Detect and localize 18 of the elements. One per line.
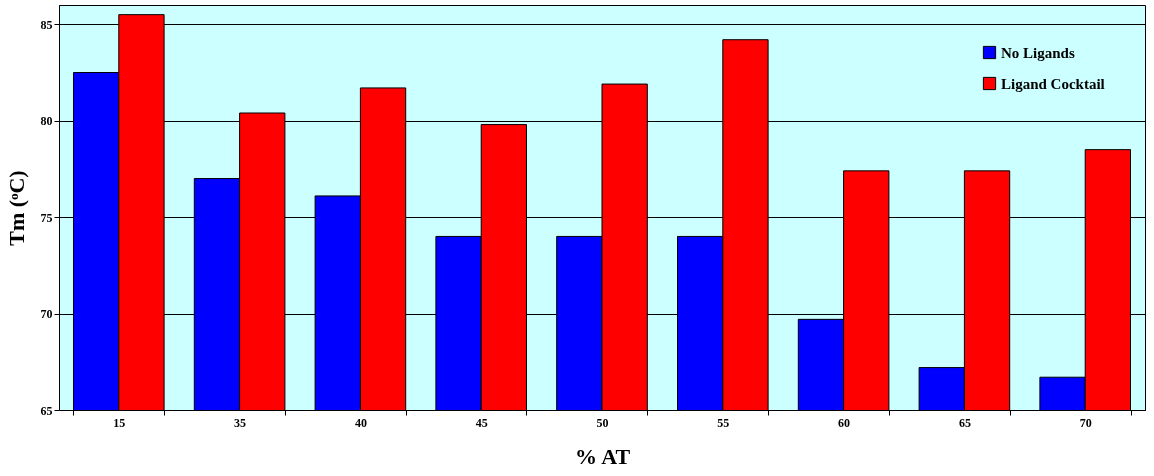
x-axis-title: % AT [574,443,631,469]
y-tick-label: 75 [40,210,53,225]
x-tick-label: 60 [838,415,851,430]
y-tick-label: 85 [40,17,53,32]
y-tick-label: 80 [40,114,53,129]
x-tick-label: 15 [113,415,126,430]
y-axis-title: Tm (ᵒC) [3,170,29,246]
y-tick-label: 65 [40,403,53,418]
legend-label: Ligand Cocktail [1001,75,1105,92]
y-tick-label: 70 [40,307,53,322]
legend-label: No Ligands [1001,44,1075,61]
x-tick-label: 70 [1079,415,1092,430]
x-tick-label: 55 [717,415,730,430]
x-tick-label: 65 [958,415,971,430]
x-tick-label: 40 [354,415,367,430]
x-tick-label: 45 [475,415,488,430]
x-tick-label: 35 [234,415,247,430]
x-tick-label: 50 [596,415,609,430]
